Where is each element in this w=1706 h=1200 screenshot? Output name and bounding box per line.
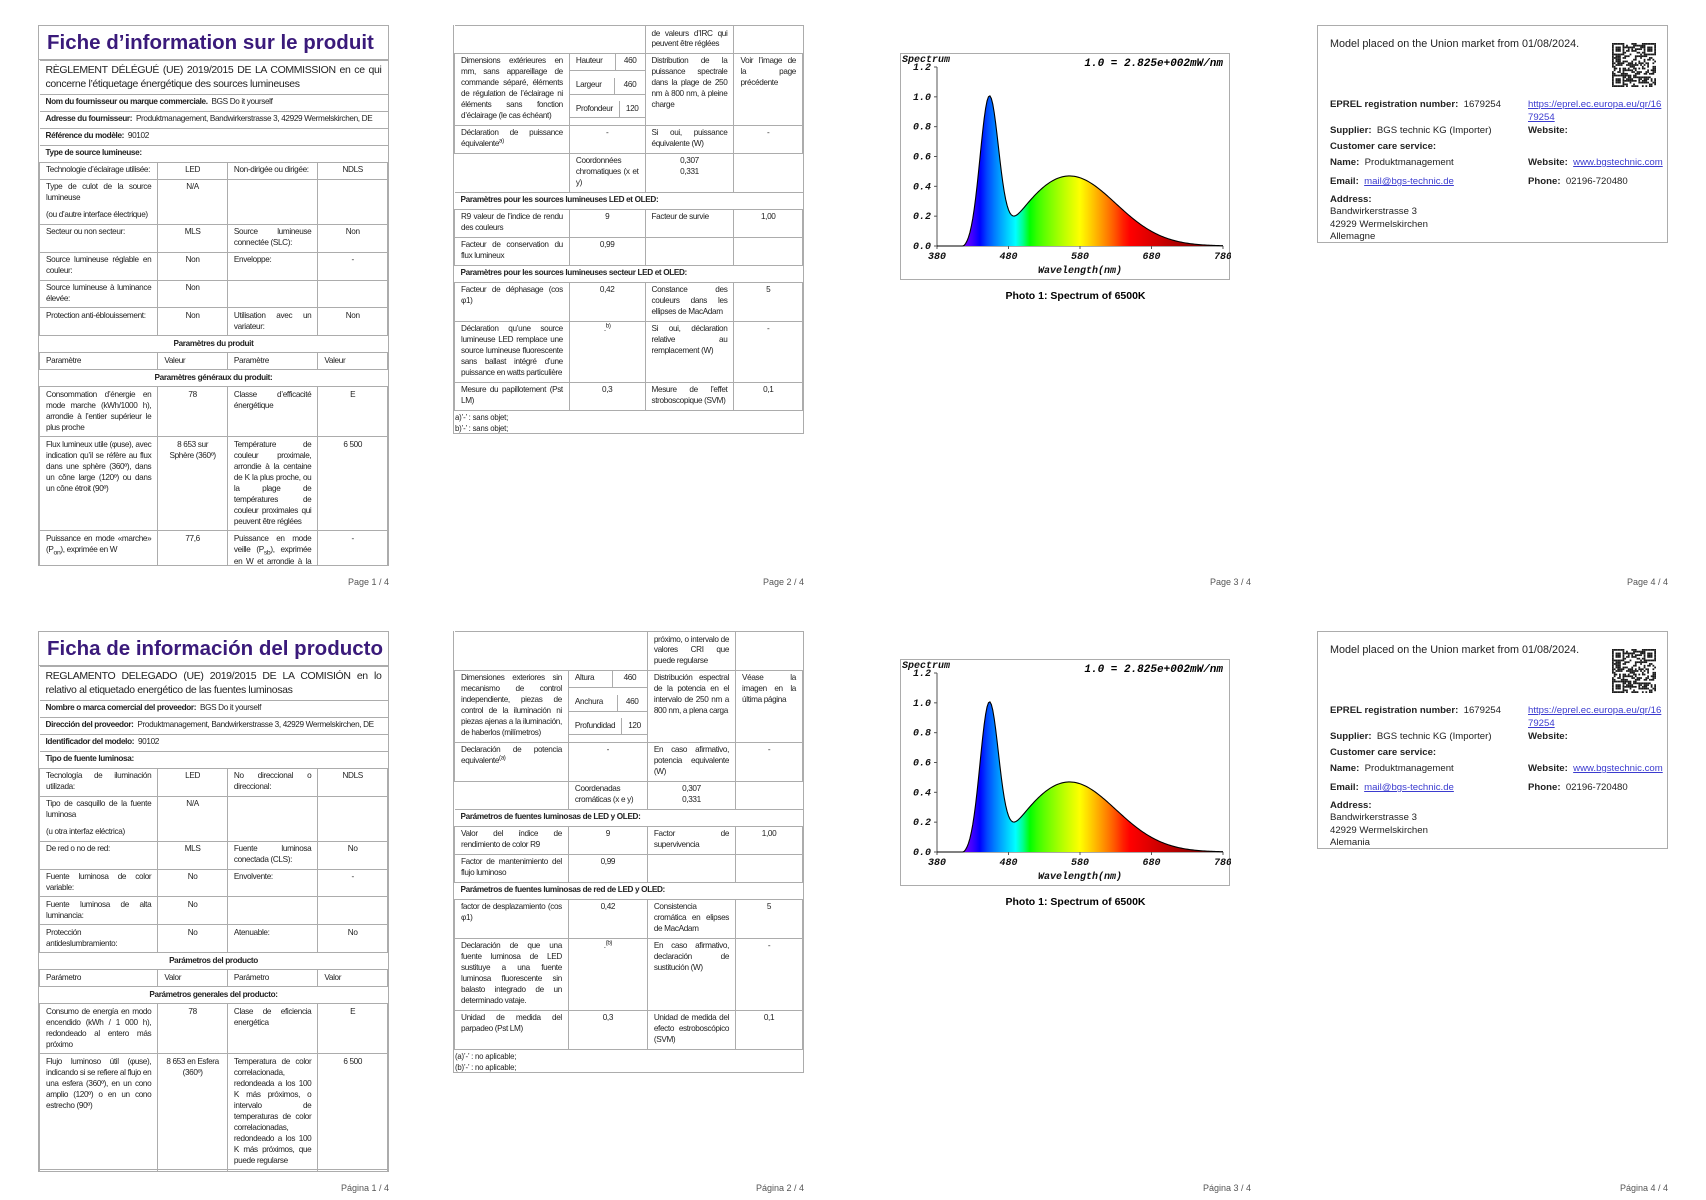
svg-text:0.8: 0.8 [913, 123, 931, 134]
svg-text:680: 680 [1142, 252, 1160, 263]
svg-text:Spectrum: Spectrum [902, 661, 950, 672]
svg-text:0.2: 0.2 [913, 212, 931, 223]
svg-text:580: 580 [1071, 252, 1089, 263]
svg-text:0.6: 0.6 [913, 153, 931, 164]
svg-text:480: 480 [999, 858, 1017, 869]
svg-text:0.4: 0.4 [913, 182, 931, 193]
svg-text:1.0: 1.0 [913, 699, 931, 710]
svg-text:780: 780 [1214, 252, 1231, 263]
svg-text:0.2: 0.2 [913, 818, 931, 829]
svg-text:580: 580 [1071, 858, 1089, 869]
svg-text:Wavelength(nm): Wavelength(nm) [1038, 871, 1122, 883]
svg-text:780: 780 [1214, 858, 1231, 869]
svg-text:Spectrum: Spectrum [902, 55, 950, 66]
svg-text:1.0: 1.0 [913, 93, 931, 104]
svg-text:680: 680 [1142, 858, 1160, 869]
svg-text:0.8: 0.8 [913, 729, 931, 740]
svg-text:Wavelength(nm): Wavelength(nm) [1038, 265, 1122, 277]
svg-text:0.6: 0.6 [913, 759, 931, 770]
svg-text:480: 480 [999, 252, 1017, 263]
svg-text:380: 380 [928, 252, 946, 263]
svg-text:0.4: 0.4 [913, 788, 931, 799]
svg-text:380: 380 [928, 858, 946, 869]
